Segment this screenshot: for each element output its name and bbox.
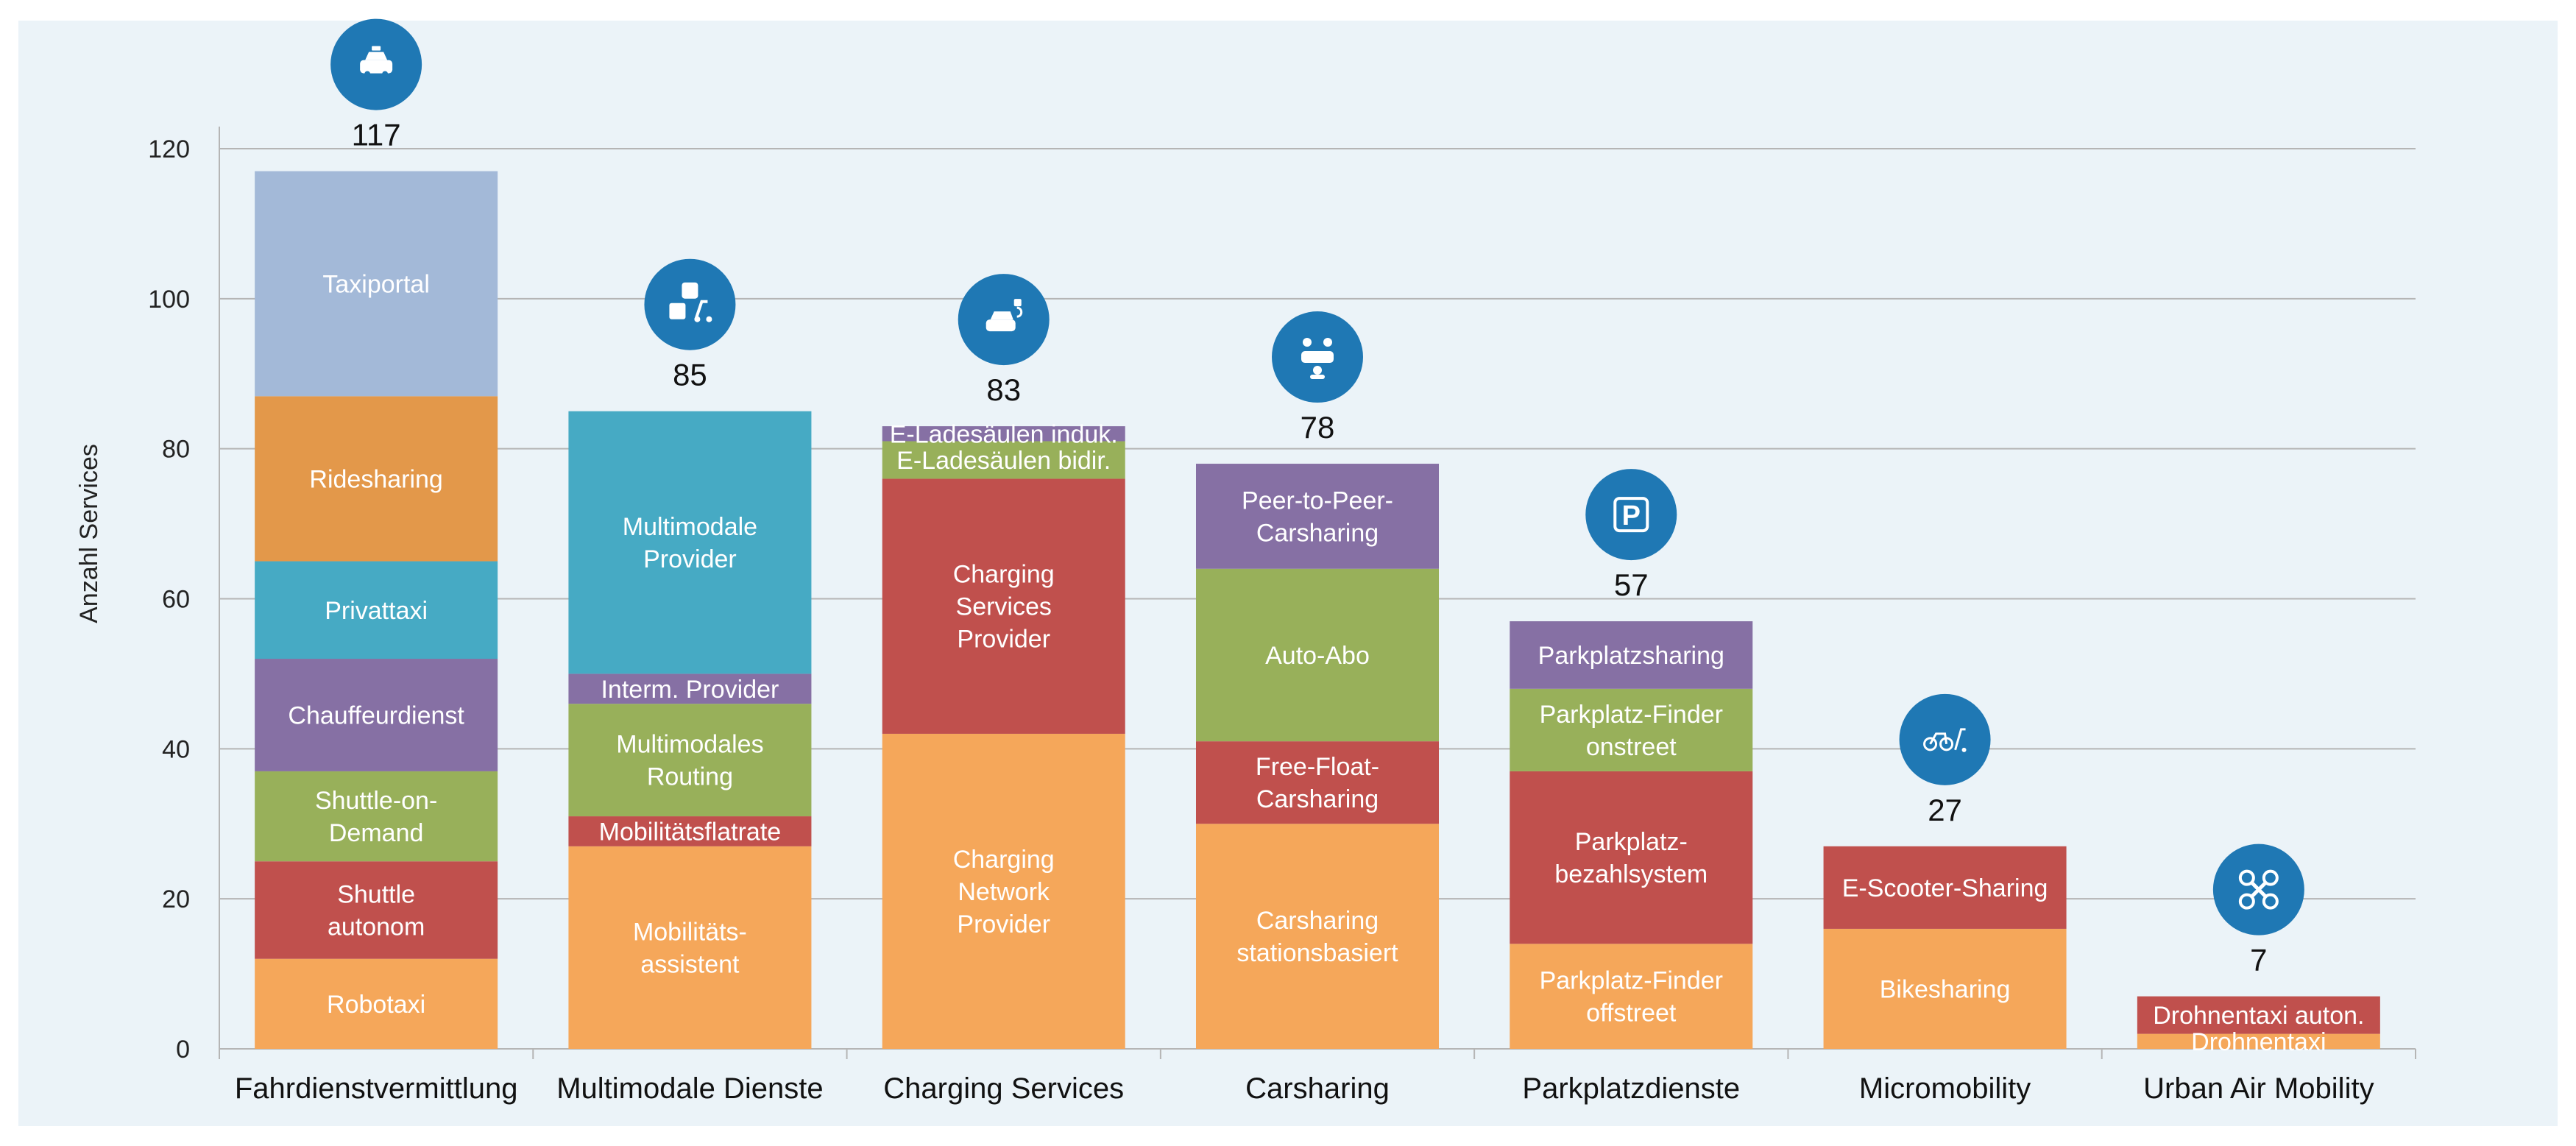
segment-label: Parkplatz-Finder onstreet — [1540, 701, 1723, 761]
segment-label: Auto-Abo — [1265, 642, 1370, 670]
svg-text:P: P — [1622, 501, 1641, 531]
y-tick-label: 100 — [148, 286, 190, 314]
y-axis: 0 20 40 60 80 100 120 — [148, 127, 220, 1064]
segment-label: Parkplatz-bezahlsystem — [1554, 828, 1708, 888]
taxi-icon — [330, 18, 422, 110]
bar-stack: Carsharing stationsbasiert Free-Float-Cars… — [1196, 311, 1439, 1049]
bar-segment — [882, 426, 1125, 442]
segment-label: Charging Network Provider — [953, 846, 1055, 938]
y-tick-label: 40 — [162, 735, 190, 763]
segment-label: Multimodales Routing — [616, 731, 763, 791]
bar-segment — [1510, 771, 1753, 944]
bar-total-label: 7 — [2250, 943, 2267, 977]
bar-segment — [882, 441, 1125, 479]
bar-segment — [2137, 996, 2380, 1034]
segment-label: Bikesharing — [1880, 975, 2011, 1003]
ev-charging-icon — [958, 274, 1050, 366]
bar-stack: Bikesharing E-Scooter-Sharing 27 — [1823, 693, 2067, 1049]
segment-label: Peer-to-Peer-Carsharing — [1242, 487, 1393, 547]
x-category-label: Parkplatzdienste — [1522, 1072, 1740, 1105]
y-tick-label: 0 — [176, 1036, 190, 1064]
y-tick-label: 20 — [162, 885, 190, 913]
y-tick-label: 60 — [162, 586, 190, 614]
bar-segment — [255, 396, 498, 562]
segment-label: Mobilitäts-assistent — [633, 918, 747, 978]
segment-label: Robotaxi — [327, 991, 425, 1019]
parking-icon: P — [1585, 469, 1677, 561]
y-axis-label: Anzahl Services — [75, 444, 103, 623]
bar-segment — [568, 846, 812, 1049]
drone-icon — [2212, 843, 2304, 935]
x-category-label: Fahrdienstvermittlung — [235, 1072, 518, 1105]
x-axis: Fahrdienstvermittlung Multimodale Dienste… — [219, 1049, 2416, 1105]
bar-segment — [255, 958, 498, 1049]
segment-label: Ridesharing — [309, 465, 442, 493]
bar-total-label: 78 — [1301, 410, 1335, 445]
bar-total-label: 85 — [673, 358, 707, 392]
segment-label: Shuttle autonom — [328, 880, 425, 941]
segment-label: Drohnentaxi auton. — [2153, 1002, 2364, 1030]
bar-stack: Parkplatz-Finder offstreet Parkplatz-bezah… — [1510, 469, 1753, 1049]
bar-segment — [255, 171, 498, 397]
bar-segment — [568, 816, 812, 846]
bars: Robotaxi Shuttle autonom Shuttle-on-Demand C… — [255, 18, 2380, 1056]
bar-segment — [255, 771, 498, 862]
segment-label: E-Scooter-Sharing — [1842, 874, 2048, 902]
bar-segment — [1510, 944, 1753, 1049]
segment-label: Charging Services Provider — [953, 561, 1055, 654]
bar-segment — [882, 733, 1125, 1049]
bar-total-label: 57 — [1614, 567, 1649, 602]
segment-label: Multimodale Provider — [623, 513, 757, 573]
segment-label: Chauffeurdienst — [288, 701, 464, 729]
segment-label: E-Ladesäulen bidir. — [896, 447, 1111, 475]
bar-segment — [1510, 688, 1753, 771]
y-tick-label: 80 — [162, 436, 190, 464]
bar-segment — [1196, 464, 1439, 569]
bar-segment — [1196, 741, 1439, 824]
bar-segment — [255, 861, 498, 959]
bar-stack: Mobilitäts-assistent Mobilitätsflatrate Mu… — [568, 258, 812, 1049]
bar-segment — [882, 478, 1125, 734]
bar-segment — [1196, 824, 1439, 1049]
bar-total-label: 117 — [352, 118, 401, 152]
segment-label: Shuttle-on-Demand — [315, 787, 437, 847]
carsharing-icon — [1272, 311, 1363, 403]
segment-label: Carsharing stationsbasiert — [1236, 907, 1398, 967]
multimodal-transport-icon — [644, 258, 736, 350]
x-category-label: Micromobility — [1859, 1072, 2031, 1105]
bar-segment — [568, 673, 812, 704]
bar-segment — [1196, 568, 1439, 742]
bar-segment — [568, 704, 812, 817]
x-category-label: Carsharing — [1245, 1072, 1390, 1105]
segment-label: Parkplatz-Finder offstreet — [1540, 967, 1723, 1027]
segment-label: Mobilitätsflatrate — [599, 818, 782, 846]
bar-segment — [2137, 1033, 2380, 1049]
bar-segment — [255, 659, 498, 771]
segment-label: Interm. Provider — [601, 676, 779, 704]
bar-total-label: 27 — [1928, 793, 1962, 827]
bar-segment — [1510, 621, 1753, 689]
segment-label: E-Ladesäulen induk. — [890, 420, 1118, 448]
bike-scooter-icon — [1899, 693, 1991, 785]
segment-label: Free-Float-Carsharing — [1256, 753, 1379, 813]
bar-stack: Robotaxi Shuttle autonom Shuttle-on-Demand C… — [255, 18, 498, 1049]
x-category-label: Urban Air Mobility — [2143, 1072, 2374, 1105]
segment-label: Parkplatzsharing — [1538, 642, 1724, 670]
x-category-label: Multimodale Dienste — [556, 1072, 823, 1105]
y-tick-label: 120 — [148, 135, 190, 163]
bar-stack: Charging Network Provider Charging Services P… — [882, 274, 1125, 1049]
segment-label: Taxiportal — [322, 270, 430, 298]
bar-segment — [1823, 846, 2067, 929]
segment-label: Privattaxi — [325, 597, 428, 625]
bar-segment — [1823, 928, 2067, 1049]
bar-total-label: 83 — [986, 372, 1021, 407]
bar-segment — [255, 561, 498, 659]
x-category-label: Charging Services — [883, 1072, 1124, 1105]
segment-label: Drohnentaxi — [2191, 1028, 2326, 1056]
bar-segment — [568, 411, 812, 674]
